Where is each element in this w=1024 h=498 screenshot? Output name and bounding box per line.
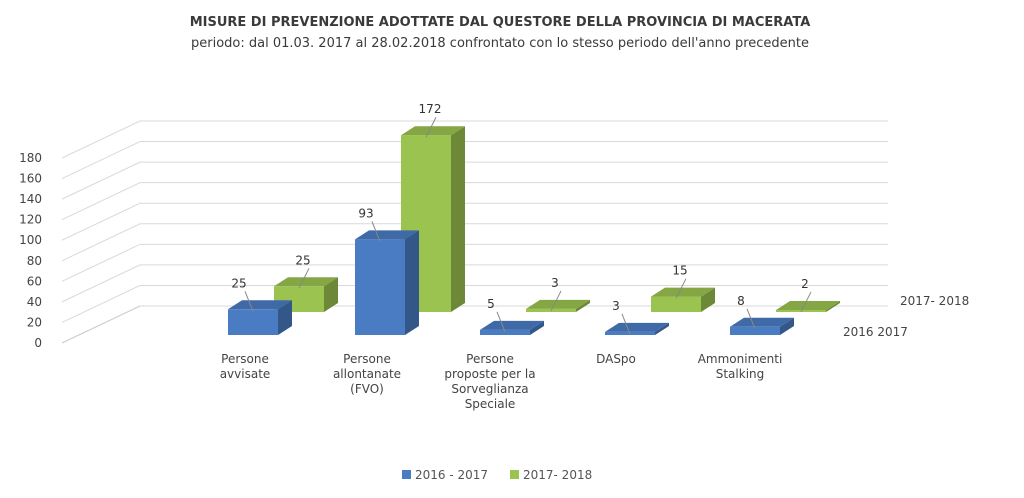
floor-edge: [61, 305, 141, 344]
chart-title: MISURE DI PREVENZIONE ADOTTATE DAL QUEST…: [190, 15, 811, 30]
bar-side: [405, 230, 419, 335]
category-label: Speciale: [465, 397, 516, 411]
bar-side: [576, 299, 590, 312]
bars-layer: [228, 126, 840, 335]
category-label: Ammonimenti: [698, 352, 783, 366]
data-label: 2: [801, 277, 809, 291]
data-label: 5: [487, 297, 495, 311]
y-tick-label: 120: [19, 213, 42, 227]
data-label: 8: [737, 294, 745, 308]
y-tick-label: 80: [27, 254, 42, 268]
depth-label-2017-2018: 2017- 2018: [900, 294, 969, 308]
bar-side: [530, 320, 544, 335]
category-label: Persone: [343, 352, 391, 366]
bar-top: [605, 322, 669, 332]
legend-label: 2016 - 2017: [415, 468, 488, 482]
y-tick-label: 160: [19, 172, 42, 186]
bar-top: [651, 287, 715, 297]
y-tick-label: 60: [27, 274, 42, 288]
bar-2017-2018: [651, 296, 701, 312]
gridline-side: [61, 161, 141, 200]
data-label: 15: [672, 264, 687, 278]
category-label: Persone: [466, 352, 514, 366]
leader-line: [800, 291, 812, 313]
leader-line: [298, 268, 310, 289]
depth-label-2016-2017: 2016 2017: [843, 325, 908, 339]
bar-2016-2017: [355, 239, 405, 335]
bar-top: [355, 230, 419, 240]
leader-line: [621, 313, 631, 335]
grid-layer: 0 20 40 60 80 100 120 140 160 180: [19, 120, 888, 350]
gridline-side: [61, 141, 141, 180]
gridline-side: [61, 182, 141, 221]
y-tick-label: 140: [19, 192, 42, 206]
gridline-side: [61, 264, 141, 303]
leader-line: [425, 116, 437, 138]
bar-side: [655, 322, 669, 335]
legend: 2016 - 2017 2017- 2018: [402, 468, 592, 482]
chart-subtitle: periodo: dal 01.03. 2017 al 28.02.2018 c…: [191, 36, 809, 51]
bar-top: [228, 300, 292, 310]
leader-line: [371, 221, 381, 242]
bar-side: [278, 300, 292, 335]
gridline-side: [61, 223, 141, 262]
category-label: Persone: [221, 352, 269, 366]
category-label: (FVO): [350, 382, 384, 396]
y-tick-label: 180: [19, 151, 42, 165]
bar-2016-2017: [480, 329, 530, 335]
y-tick-label: 0: [34, 336, 42, 350]
leader-line: [550, 290, 562, 312]
bar-top: [401, 126, 465, 136]
legend-swatch: [510, 470, 519, 479]
leader-line: [244, 291, 254, 312]
data-label: 25: [231, 276, 246, 290]
leader-line: [675, 278, 687, 299]
bar-top: [526, 299, 590, 309]
gridline-side: [61, 243, 141, 282]
bar-2016-2017: [228, 309, 278, 335]
bar-top: [480, 320, 544, 330]
category-label: DASpo: [596, 352, 636, 366]
gridline-side: [61, 120, 141, 159]
gridline-side: [61, 284, 141, 323]
bar-side: [780, 317, 794, 335]
bar-side: [451, 126, 465, 312]
gridline-side: [61, 202, 141, 241]
bar-2016-2017: [730, 326, 780, 335]
bar-side: [701, 287, 715, 312]
category-label: allontanate: [333, 367, 401, 381]
data-label: 25: [295, 253, 310, 267]
data-label: 172: [419, 102, 442, 116]
bar-side: [826, 300, 840, 312]
data-label: 93: [358, 206, 373, 220]
bar-top: [776, 300, 840, 310]
leader-line: [496, 311, 506, 333]
leader-line: [746, 308, 756, 329]
category-label: Sorveglianza: [451, 382, 528, 396]
category-label: avvisate: [220, 367, 271, 381]
category-label: proposte per la: [444, 367, 535, 381]
y-tick-label: 40: [27, 295, 42, 309]
legend-swatch: [402, 470, 411, 479]
bar-side: [324, 277, 338, 312]
data-label: 3: [612, 299, 620, 313]
y-tick-label: 100: [19, 233, 42, 247]
legend-label: 2017- 2018: [523, 468, 592, 482]
data-label: 3: [551, 276, 559, 290]
category-label: Stalking: [716, 367, 765, 381]
bar-top: [274, 277, 338, 287]
y-tick-label: 20: [27, 315, 42, 329]
bar-top: [730, 317, 794, 327]
